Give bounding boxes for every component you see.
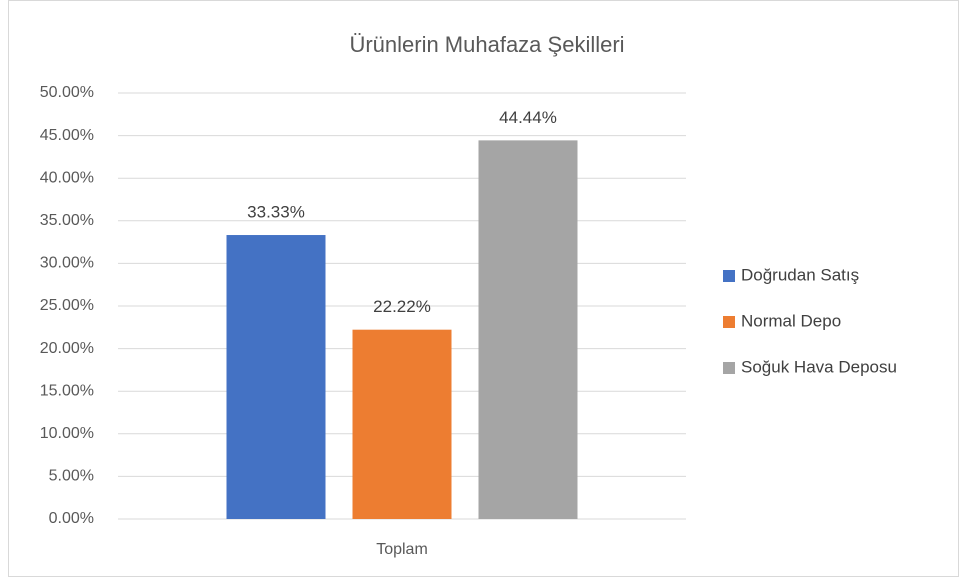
bar: [478, 140, 578, 519]
y-tick-label: 45.00%: [40, 127, 94, 144]
data-label: 44.44%: [499, 108, 557, 127]
y-tick-label: 50.00%: [40, 84, 94, 101]
y-tick-label: 25.00%: [40, 297, 94, 314]
legend-label: Soğuk Hava Deposu: [741, 357, 897, 376]
y-tick-label: 0.00%: [49, 510, 94, 527]
y-tick-label: 30.00%: [40, 255, 94, 272]
y-tick-label: 35.00%: [40, 212, 94, 229]
data-label: 33.33%: [247, 203, 305, 222]
bar: [352, 329, 452, 519]
y-tick-label: 20.00%: [40, 340, 94, 357]
y-tick-label: 15.00%: [40, 382, 94, 399]
data-label: 22.22%: [373, 297, 431, 316]
y-tick-label: 10.00%: [40, 425, 94, 442]
legend-label: Doğrudan Satış: [741, 265, 859, 284]
legend-swatch: [723, 270, 735, 282]
legend-swatch: [723, 316, 735, 328]
bar: [226, 235, 326, 520]
y-tick-label: 5.00%: [49, 468, 94, 485]
y-tick-label: 40.00%: [40, 169, 94, 186]
chart-title: Ürünlerin Muhafaza Şekilleri: [349, 32, 624, 57]
legend-label: Normal Depo: [741, 311, 841, 330]
x-tick-label: Toplam: [376, 541, 428, 558]
legend-swatch: [723, 362, 735, 374]
